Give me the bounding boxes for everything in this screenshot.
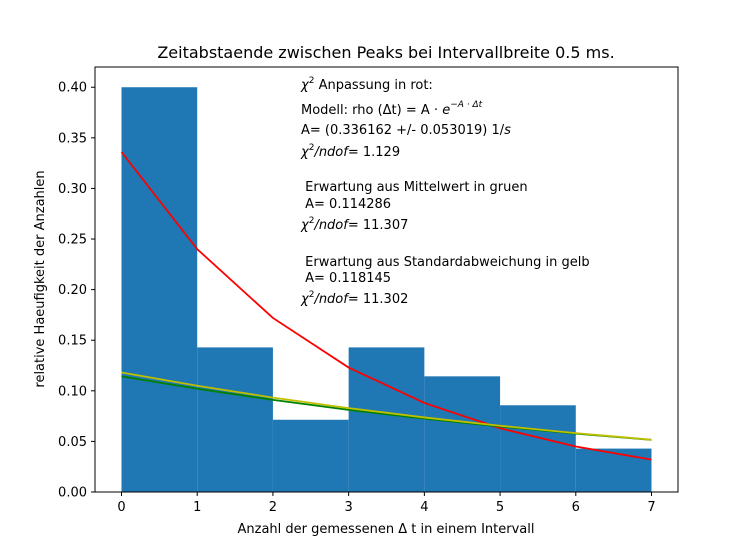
histogram-bar-4 [424,376,501,492]
y-axis-ticks: 0.00 0.05 0.10 0.15 0.20 0.25 0.30 0.35 0.40 [58,81,95,501]
annotation-chi: χ [300,218,310,233]
y-tick-label: 0.10 [58,384,87,399]
fit-lines [120,151,652,461]
annotation-fit-chi2-value: = 1.129 [348,145,400,160]
annotation-chi: χ [300,292,310,307]
annotation-model-exp: −A · Δt [450,100,482,110]
annotation-chi: χ [300,78,310,93]
y-tick-label: 0.20 [58,283,87,298]
y-tick-label: 0.00 [58,486,87,501]
histogram-bar-3 [348,347,425,492]
annotation-model-e: e [442,103,450,118]
annotation-chi-exp: 2 [309,290,315,300]
histogram-bar-6 [575,448,652,492]
x-tick-label: 4 [420,500,428,515]
annotation-ndof: /ndof [313,218,350,233]
annotation-chi-exp: 2 [309,143,315,153]
x-axis-ticks: 0 1 2 3 4 5 6 7 [117,492,656,515]
annotation-model: Modell: rho (Δt) = A · e−A · Δt [301,100,483,118]
annotation-fit-param: A= (0.336162 +/- 0.053019) 1/s [301,123,511,138]
annotation-ndof: /ndof [313,145,350,160]
x-tick-label: 0 [117,500,125,515]
histogram-bar-2 [272,419,349,492]
annotation-fit-param-text: A= (0.336162 +/- 0.053019) 1/ [301,123,505,138]
annotation-fit-param-unit: s [504,123,511,138]
annotation-ndof: /ndof [313,292,350,307]
y-tick-label: 0.30 [58,182,87,197]
annotation-fit-header-text: Anpassung in rot: [314,78,432,93]
fit-annotation: χ2 Anpassung in rot: Modell: rho (Δt) = … [300,76,590,307]
x-tick-label: 6 [572,500,580,515]
expectation-line-yellow [121,371,652,441]
chart-title: Zeitabstaende zwischen Peaks bei Interva… [157,43,614,62]
annotation-chi-exp: 2 [309,76,315,86]
annotation-mean-param: A= 0.114286 [301,197,391,212]
y-tick-label: 0.05 [58,435,87,450]
histogram-bars [121,87,652,492]
plot-frame [94,66,679,493]
annotation-std-chi2: χ2/ndof= 11.302 [300,290,408,307]
x-tick-label: 5 [496,500,504,515]
y-tick-label: 0.40 [58,81,87,96]
fit-line-red [120,151,652,461]
x-tick-label: 3 [345,500,353,515]
annotation-model-text: Modell: rho (Δt) = A · [301,103,442,118]
x-tick-label: 2 [269,500,277,515]
y-tick-label: 0.15 [58,334,87,349]
annotation-fit-header: χ2 Anpassung in rot: [300,76,433,93]
x-tick-label: 7 [647,500,655,515]
histogram-bar-1 [197,347,273,492]
annotation-std-param: A= 0.118145 [301,271,391,286]
x-tick-label: 1 [193,500,201,515]
histogram-bar-5 [500,405,576,492]
annotation-mean-header: Erwartung aus Mittelwert in gruen [301,180,528,195]
annotation-std-header: Erwartung aus Standardabweichung in gelb [301,255,590,270]
annotation-mean-chi2-value: = 11.307 [348,218,409,233]
annotation-chi: χ [300,145,310,160]
histogram-bar-0 [121,87,198,492]
annotation-fit-chi2: χ2/ndof= 1.129 [300,143,400,160]
annotation-mean-chi2: χ2/ndof= 11.307 [300,216,408,233]
y-tick-label: 0.35 [58,131,87,146]
y-tick-label: 0.25 [58,233,87,248]
x-axis-label: Anzahl der gemessenen Δ t in einem Inter… [238,522,535,537]
annotation-chi-exp: 2 [309,216,315,226]
annotation-std-chi2-value: = 11.302 [348,292,409,307]
y-axis-label: relative Haeufigkeit der Anzahlen [33,170,48,387]
